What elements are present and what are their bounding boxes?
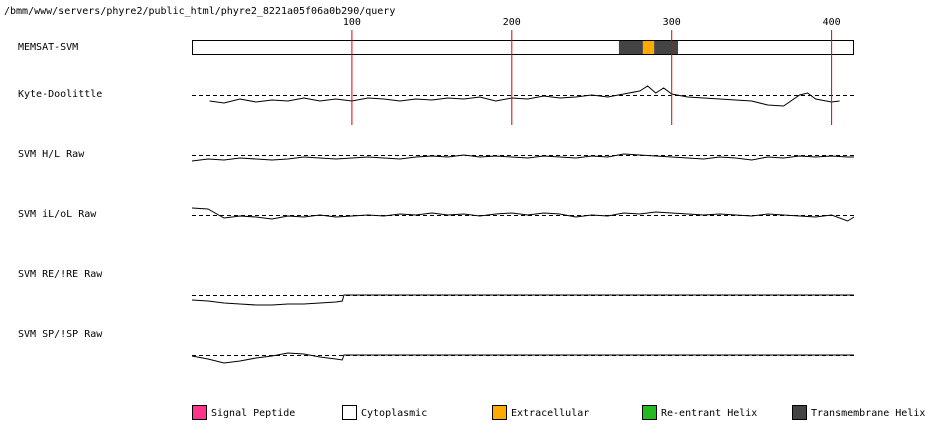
track-label: MEMSAT-SVM — [18, 42, 78, 53]
legend-swatch — [792, 405, 807, 420]
topology-segment — [678, 40, 854, 55]
topology-segment — [642, 40, 655, 55]
score-line — [191, 153, 854, 162]
track-label: SVM RE/!RE Raw — [18, 269, 103, 280]
legend-label: Cytoplasmic — [361, 408, 427, 419]
topology-segment — [192, 40, 619, 55]
track-label: SVM H/L Raw — [18, 149, 85, 160]
x-tick-label: 400 — [823, 17, 841, 28]
file-path: /bmm/www/servers/phyre2/public_html/phyr… — [4, 6, 395, 17]
legend-swatch — [642, 405, 657, 420]
legend-label: Re-entrant Helix — [661, 408, 757, 419]
x-tick-label: 200 — [503, 17, 521, 28]
track-label: SVM iL/oL Raw — [18, 209, 97, 220]
score-line — [191, 207, 855, 222]
x-tick-label: 100 — [343, 17, 361, 28]
x-tick-label: 300 — [663, 17, 681, 28]
score-line — [209, 85, 840, 107]
topology-frame — [192, 40, 854, 55]
legend-label: Transmembrane Helix — [811, 408, 925, 419]
legend-swatch — [192, 405, 207, 420]
legend-swatch — [342, 405, 357, 420]
legend-label: Extracellular — [511, 408, 589, 419]
topology-segment — [654, 40, 679, 55]
track-label: SVM SP/!SP Raw — [18, 329, 103, 340]
topology-segment — [618, 40, 643, 55]
legend-swatch — [492, 405, 507, 420]
score-line — [191, 294, 854, 306]
score-line — [191, 352, 854, 364]
track-label: Kyte-Doolittle — [18, 89, 102, 100]
legend-label: Signal Peptide — [211, 408, 295, 419]
